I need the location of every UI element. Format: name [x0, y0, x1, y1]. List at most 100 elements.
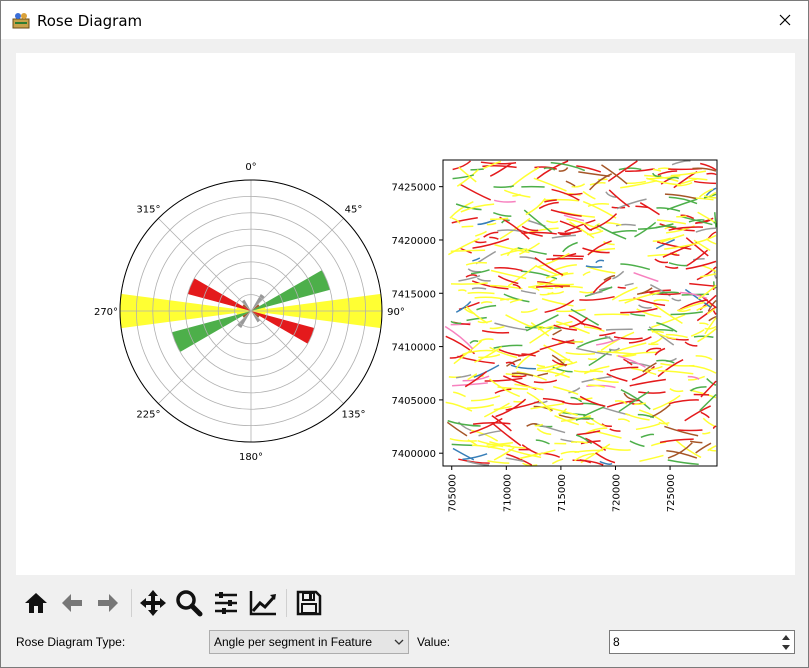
close-button[interactable] — [762, 1, 808, 39]
save-button[interactable] — [293, 587, 325, 619]
forward-button[interactable] — [92, 587, 124, 619]
lineament-segment — [654, 258, 669, 264]
lineament-segment — [700, 273, 717, 278]
lineament-segment — [631, 365, 656, 381]
lineament-segment — [669, 387, 684, 393]
lineament-segment — [445, 401, 473, 412]
lineament-segment — [480, 161, 517, 165]
home-button[interactable] — [20, 587, 52, 619]
rose-type-dropdown[interactable]: Angle per segment in Feature — [209, 630, 409, 654]
polar-tick-label: 90° — [387, 307, 405, 318]
lineament-segment — [490, 269, 527, 280]
value-input[interactable] — [610, 631, 778, 653]
lineament-segment — [526, 422, 538, 427]
lineament-segment — [587, 384, 605, 388]
lineament-segment — [704, 317, 717, 335]
polar-tick-label: 135° — [341, 410, 365, 421]
lineament-segment — [706, 172, 717, 176]
lineament-segment — [693, 239, 711, 252]
lineament-segment — [561, 401, 584, 405]
polar-grid-spoke — [158, 218, 252, 312]
pan-icon — [140, 590, 166, 616]
lineament-segment — [623, 392, 636, 401]
spin-up-button[interactable] — [778, 631, 794, 642]
figure-canvas[interactable]: 0° 45° 90° 135° 180° 225° 270° 315° 7425000 74200… — [16, 53, 795, 575]
lineament-segment — [466, 404, 494, 409]
lineament-segment — [476, 304, 497, 311]
save-icon — [296, 590, 322, 616]
lineament-segment — [575, 347, 612, 356]
lineament-segment — [493, 185, 514, 188]
lineament-segment — [649, 291, 681, 296]
configure-subplots-button[interactable] — [210, 587, 242, 619]
x-tick-label: 715000 — [557, 474, 568, 512]
lineament-segment — [533, 379, 558, 384]
value-spinbox[interactable] — [609, 630, 795, 654]
lineament-segment — [623, 358, 633, 366]
lineament-segment — [476, 277, 491, 282]
lineament-segment — [493, 344, 523, 349]
lineament-segment — [506, 247, 519, 257]
lineament-segment — [685, 237, 709, 257]
lineament-segment — [620, 307, 658, 314]
lineament-segment — [565, 180, 576, 187]
lineament-segment — [503, 293, 530, 303]
lineament-segment — [571, 183, 586, 188]
lineament-segment — [449, 437, 477, 442]
lineament-segment — [551, 354, 567, 367]
lineament-segment — [617, 355, 646, 368]
lineament-segment — [472, 257, 481, 262]
lineament-segment — [655, 238, 675, 250]
lineament-segment — [579, 295, 615, 301]
lineament-segment — [696, 303, 712, 312]
lineament-segment — [535, 439, 550, 445]
lineament-segment — [453, 340, 483, 365]
lineament-segment — [455, 300, 472, 313]
lineament-segment — [458, 166, 477, 183]
lineament-segment — [695, 227, 717, 233]
lineament-segment — [465, 305, 488, 324]
lineament-segment — [452, 174, 475, 180]
lineament-segment — [609, 366, 639, 372]
lineament-segment — [685, 260, 717, 270]
lineament-segment — [484, 377, 523, 382]
lineament-segment — [546, 257, 583, 260]
lineament-segment — [638, 409, 669, 427]
pan-button[interactable] — [137, 587, 169, 619]
lineament-segment — [609, 428, 621, 432]
lineament-segment — [537, 372, 549, 377]
home-icon — [25, 593, 47, 613]
rose-bar — [251, 307, 266, 311]
lineament-segment — [692, 167, 717, 172]
back-button[interactable] — [56, 587, 88, 619]
triangle-up-icon — [782, 634, 790, 640]
lineament-segment — [601, 164, 628, 185]
lineament-segment — [539, 339, 575, 351]
rose-bar — [251, 311, 266, 315]
lineament-segment — [579, 395, 606, 407]
lineament-segment — [493, 199, 516, 203]
lineament-segment — [656, 207, 681, 212]
lineament-segment — [470, 168, 484, 171]
polar-tick-label: 180° — [239, 452, 263, 463]
lineament-segment — [566, 218, 602, 232]
lineament-segment — [587, 240, 612, 256]
lineament-segment — [509, 298, 523, 304]
lineament-segment — [533, 177, 567, 192]
lineament-segment — [471, 444, 506, 451]
lineament-segment — [665, 333, 688, 339]
lineament-segment — [611, 229, 637, 234]
lineament-segment — [676, 215, 687, 218]
zoom-button[interactable] — [173, 587, 205, 619]
lineament-segment — [538, 201, 559, 210]
lineament-segment — [536, 363, 545, 368]
lineament-segment — [680, 291, 708, 300]
lineament-segment — [586, 230, 604, 236]
lineament-segment — [503, 189, 531, 198]
spin-down-button[interactable] — [778, 642, 794, 653]
lineament-segment — [607, 160, 638, 182]
lineament-segment — [697, 284, 717, 300]
edit-axis-button[interactable] — [247, 587, 279, 619]
lineament-segment — [452, 447, 475, 461]
lineament-segment — [455, 374, 472, 379]
